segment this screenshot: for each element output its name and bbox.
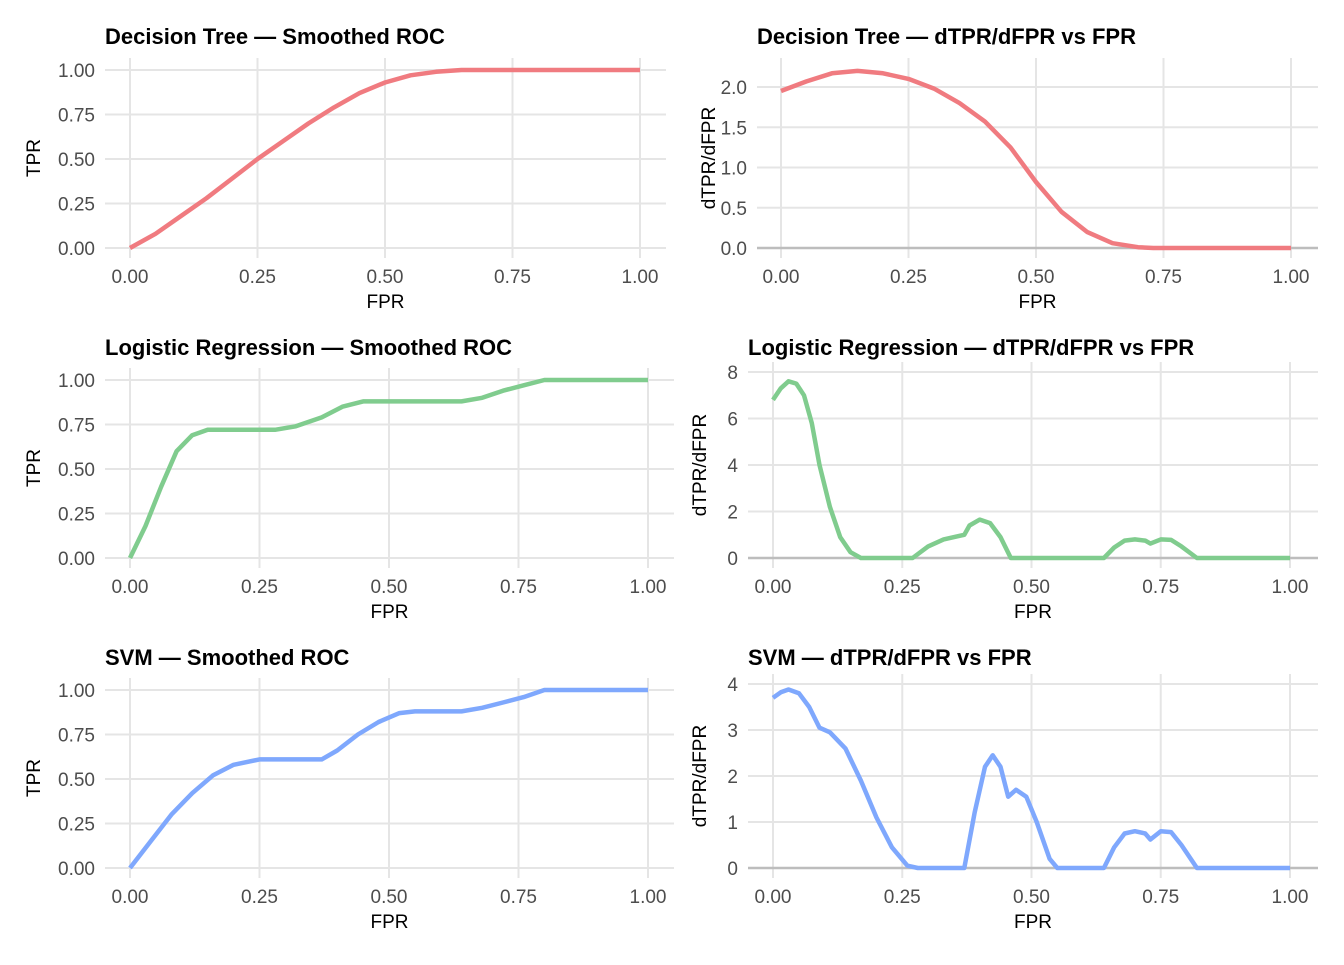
x-tick-label: 0.75 <box>1145 267 1182 288</box>
y-tick-label: 6 <box>727 410 738 431</box>
x-tick-label: 0.25 <box>884 887 921 908</box>
x-tick-label: 1.00 <box>1272 577 1309 598</box>
x-tick-label: 0.50 <box>1013 577 1050 598</box>
panel-1: 0.00 0.25 0.50 0.75 1.00 0.00 0.25 0.50 0.75 1.00… <box>24 24 666 313</box>
x-tick-label: 0.25 <box>884 577 921 598</box>
y-tick-label: 1.0 <box>721 159 747 180</box>
x-tick-label: 0.75 <box>1142 887 1179 908</box>
y-tick-label: 0.5 <box>721 199 747 220</box>
y-tick-label: 1 <box>727 813 738 834</box>
x-axis-label: FPR <box>1014 602 1052 623</box>
y-tick-label: 3 <box>727 721 738 742</box>
y-tick-label: 2 <box>727 503 738 524</box>
y-tick-label: 0.50 <box>58 770 95 791</box>
y-tick-label: 4 <box>727 675 738 696</box>
x-tick-label: 0.50 <box>371 577 408 598</box>
y-tick-label: 1.00 <box>58 61 95 82</box>
x-axis-label: FPR <box>371 602 409 623</box>
y-tick-label: 0.75 <box>58 106 95 127</box>
panel-title: SVM — Smoothed ROC <box>105 645 350 670</box>
x-axis-label: FPR <box>371 912 409 933</box>
panel-5: 0.00 0.25 0.50 0.75 1.00 0.00 0.25 0.50 0.75 1.00… <box>24 645 674 933</box>
y-axis-label: dTPR/dFPR <box>699 107 720 209</box>
x-tick-label: 0.50 <box>1018 267 1055 288</box>
x-tick-label: 0.75 <box>1142 577 1179 598</box>
y-tick-label: 0.00 <box>58 239 95 260</box>
x-tick-label: 0.00 <box>755 577 792 598</box>
x-tick-label: 0.50 <box>367 267 404 288</box>
y-tick-label: 0 <box>727 859 738 880</box>
panel-title: Decision Tree — Smoothed ROC <box>105 24 445 49</box>
panel-6: 0.00 0.25 0.50 0.75 1.00 0 1 2 3 4 SVM — dTPR/dFPR… <box>690 645 1318 933</box>
x-tick-label: 0.75 <box>500 577 537 598</box>
x-tick-label: 0.25 <box>890 267 927 288</box>
x-tick-label: 0.50 <box>1013 887 1050 908</box>
y-tick-label: 4 <box>727 456 738 477</box>
y-tick-label: 0.75 <box>58 726 95 747</box>
x-tick-label: 0.00 <box>755 887 792 908</box>
y-tick-label: 1.5 <box>721 118 747 139</box>
x-tick-label: 0.00 <box>112 577 149 598</box>
y-tick-label: 0.00 <box>58 549 95 570</box>
y-tick-label: 0.25 <box>58 505 95 526</box>
y-tick-label: 8 <box>727 363 738 384</box>
y-tick-label: 0.50 <box>58 460 95 481</box>
y-tick-label: 1.00 <box>58 371 95 392</box>
panel-title: Decision Tree — dTPR/dFPR vs FPR <box>757 24 1136 49</box>
y-tick-label: 0.25 <box>58 815 95 836</box>
x-tick-label: 0.75 <box>494 267 531 288</box>
series-line <box>128 67 640 250</box>
y-tick-label: 2.0 <box>721 78 747 99</box>
x-tick-label: 0.25 <box>241 577 278 598</box>
panel-title: Logistic Regression — dTPR/dFPR vs FPR <box>748 335 1194 360</box>
x-tick-label: 1.00 <box>630 577 667 598</box>
x-tick-label: 1.00 <box>1273 267 1310 288</box>
y-tick-label: 1.00 <box>58 681 95 702</box>
x-tick-label: 1.00 <box>1272 887 1309 908</box>
y-tick-label: 0.25 <box>58 195 95 216</box>
x-axis-label: FPR <box>1019 292 1057 313</box>
y-tick-label: 2 <box>727 767 738 788</box>
y-axis-label: TPR <box>24 449 45 487</box>
panel-title: SVM — dTPR/dFPR vs FPR <box>748 645 1032 670</box>
panel-2: 0.00 0.25 0.50 0.75 1.00 0.0 0.5 1.0 1.5 2.0 Decis… <box>699 24 1318 313</box>
y-axis-label: TPR <box>24 139 45 177</box>
x-tick-label: 0.50 <box>371 887 408 908</box>
panel-4: 0.00 0.25 0.50 0.75 1.00 0 2 4 6 8 Logistic Regres… <box>690 335 1318 623</box>
x-tick-label: 0.75 <box>500 887 537 908</box>
x-tick-label: 1.00 <box>630 887 667 908</box>
y-axis-label: dTPR/dFPR <box>690 414 711 516</box>
x-tick-label: 0.00 <box>112 887 149 908</box>
x-tick-label: 0.00 <box>763 267 800 288</box>
x-axis-label: FPR <box>367 292 405 313</box>
x-axis-label: FPR <box>1014 912 1052 933</box>
y-tick-label: 0.50 <box>58 150 95 171</box>
y-tick-label: 0 <box>727 549 738 570</box>
series-line <box>771 687 1290 871</box>
series-line <box>780 68 1291 251</box>
panel-title: Logistic Regression — Smoothed ROC <box>105 335 512 360</box>
x-tick-label: 0.25 <box>239 267 276 288</box>
y-tick-label: 0.0 <box>721 239 747 260</box>
series-line <box>127 377 648 559</box>
series-line <box>128 687 648 870</box>
y-tick-label: 0.00 <box>58 859 95 880</box>
y-tick-label: 0.75 <box>58 416 95 437</box>
x-tick-label: 0.00 <box>112 267 149 288</box>
x-tick-label: 1.00 <box>622 267 659 288</box>
x-tick-label: 0.25 <box>241 887 278 908</box>
y-axis-label: dTPR/dFPR <box>690 725 711 827</box>
series-line <box>771 379 1290 561</box>
panel-3: 0.00 0.25 0.50 0.75 1.00 0.00 0.25 0.50 0.75 1.00… <box>24 335 674 623</box>
y-axis-label: TPR <box>24 759 45 797</box>
